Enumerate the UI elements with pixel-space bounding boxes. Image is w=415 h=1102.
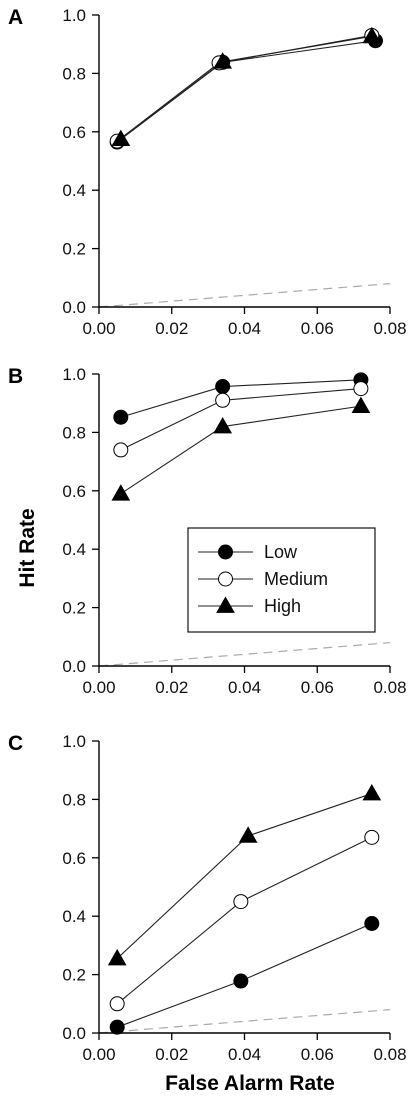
y-tick-label: 0.0	[62, 298, 86, 317]
chance-line	[98, 283, 391, 308]
legend-marker-medium	[218, 571, 233, 587]
panel-label: A	[8, 6, 23, 29]
x-tick-label: 0.04	[228, 678, 261, 697]
series-line-high	[120, 405, 361, 495]
data-point-medium	[215, 392, 231, 408]
series-line-high	[120, 35, 372, 140]
data-point-medium	[109, 996, 125, 1012]
panel-label: B	[8, 365, 23, 388]
data-point-low	[364, 916, 380, 931]
x-tick-label: 0.04	[228, 319, 261, 338]
y-tick-label: 0.8	[62, 64, 86, 83]
x-tick-label: 0.02	[155, 319, 188, 338]
y-tick-label: 0.0	[62, 657, 86, 676]
data-point-high	[351, 396, 371, 413]
y-tick-label: 0.4	[62, 540, 86, 559]
legend-marker-high	[216, 596, 235, 613]
x-tick-label: 0.06	[301, 319, 334, 338]
data-point-high	[111, 484, 131, 501]
legend-label-medium: Medium	[264, 569, 328, 589]
data-point-high	[362, 26, 382, 44]
legend: Low Medium High	[187, 527, 376, 633]
data-point-medium	[233, 894, 249, 910]
x-tick-label: 0.00	[82, 678, 115, 697]
y-tick-label: 0.8	[62, 790, 86, 809]
legend-marker-low	[218, 544, 233, 560]
data-point-high	[238, 826, 258, 843]
y-tick-label: 1.0	[62, 365, 86, 384]
y-tick-label: 0.6	[62, 849, 86, 868]
x-tick-label: 0.00	[82, 1045, 115, 1064]
data-point-low	[215, 379, 231, 395]
y-tick-label: 1.0	[62, 6, 86, 25]
x-axis-title: False Alarm Rate	[165, 1072, 335, 1095]
legend-label-high: High	[264, 596, 301, 616]
y-tick-label: 1.0	[62, 732, 86, 751]
x-tick-label: 0.04	[228, 1045, 261, 1064]
x-tick-label: 0.06	[301, 678, 334, 697]
data-point-high	[213, 417, 233, 434]
legend-label-low: Low	[264, 542, 298, 562]
x-tick-label: 0.08	[373, 678, 406, 697]
x-tick-label: 0.00	[82, 319, 115, 338]
series-line-medium	[116, 34, 372, 142]
data-point-high	[111, 129, 131, 146]
series-line-medium	[120, 388, 361, 451]
y-tick-label: 0.6	[62, 482, 86, 501]
data-point-high	[213, 52, 233, 69]
y-tick-label: 0.2	[62, 966, 86, 985]
chance-line	[98, 642, 391, 667]
data-point-low	[109, 1019, 125, 1035]
data-point-high	[107, 949, 127, 966]
data-point-medium	[113, 442, 129, 458]
y-tick-label: 0.2	[62, 599, 86, 618]
chance-line	[98, 1009, 391, 1034]
y-tick-label: 0.0	[62, 1024, 86, 1043]
data-point-medium	[364, 829, 380, 845]
y-tick-label: 0.6	[62, 123, 86, 142]
panel-a: A 0.0 0.2 0.4 0.6 0.8 1.0 0.00 0.02 0.04 0.06 0.08	[8, 6, 407, 338]
x-tick-label: 0.08	[373, 1045, 406, 1064]
y-tick-label: 0.4	[62, 181, 86, 200]
x-tick-label: 0.06	[301, 1045, 334, 1064]
y-tick-label: 0.2	[62, 240, 86, 259]
data-point-high	[362, 784, 382, 801]
x-tick-label: 0.02	[155, 1045, 188, 1064]
panel-c: C 0.0 0.2 0.4 0.6 0.8 1.0 0.00 0.02 0.04 0.06 0.08	[8, 732, 407, 1064]
x-tick-label: 0.08	[373, 319, 406, 338]
y-axis-title: Hit Rate	[16, 508, 39, 587]
data-point-low	[233, 973, 249, 989]
series-line-high	[116, 793, 372, 959]
series-line-low	[116, 40, 376, 143]
panel-b: B 0.0 0.2 0.4 0.6 0.8 1.0 0.00 0.02 0.04 0.06 0.08	[8, 365, 407, 697]
panel-label: C	[8, 732, 23, 755]
y-tick-label: 0.4	[62, 907, 86, 926]
data-point-medium	[353, 381, 369, 397]
y-tick-label: 0.8	[62, 423, 86, 442]
x-tick-label: 0.02	[155, 678, 188, 697]
data-point-low	[113, 409, 129, 425]
